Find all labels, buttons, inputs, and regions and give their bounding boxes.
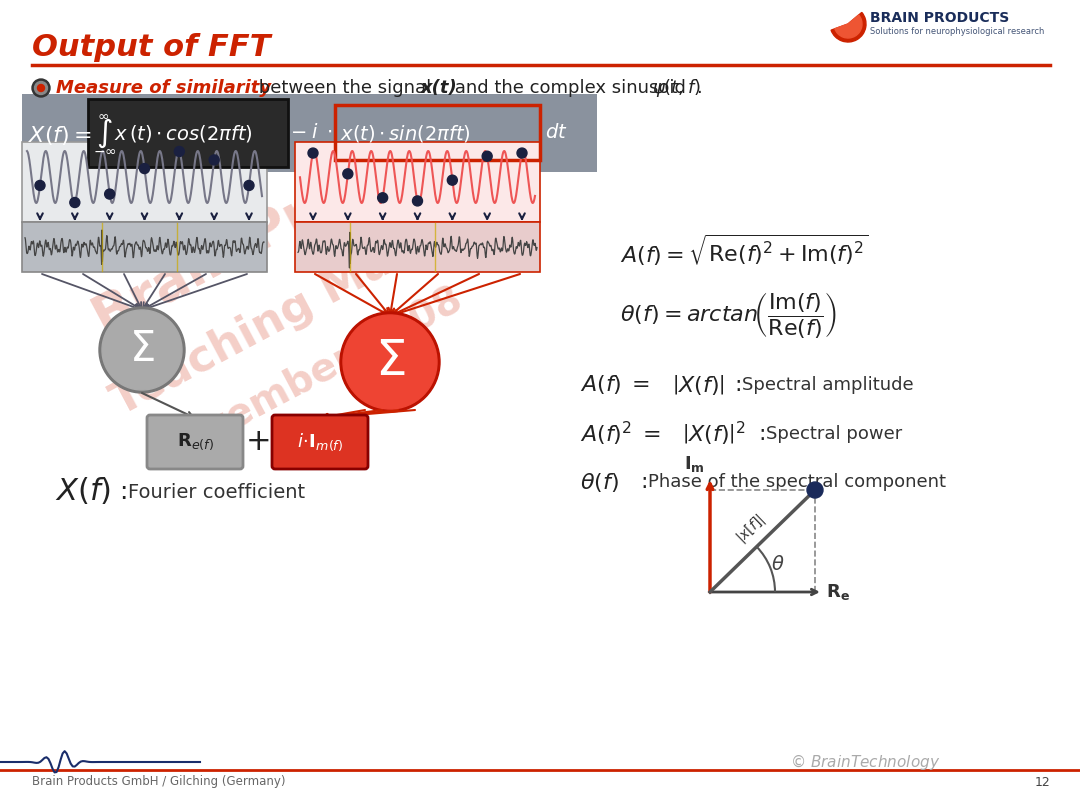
- Circle shape: [447, 175, 457, 185]
- Text: $A(f)^2\;=$: $A(f)^2\;=$: [580, 420, 661, 448]
- Circle shape: [105, 189, 114, 199]
- Circle shape: [35, 181, 45, 190]
- Text: $\theta(f)=arctan\!\left(\dfrac{\mathrm{Im}(f)}{\mathrm{Re}(f)}\right)$: $\theta(f)=arctan\!\left(\dfrac{\mathrm{…: [620, 290, 837, 340]
- Text: $x\,(t)\cdot cos(2\pi ft)$: $x\,(t)\cdot cos(2\pi ft)$: [114, 122, 253, 143]
- Text: $\Sigma$: $\Sigma$: [375, 337, 405, 385]
- Text: Brain Products GmbH / Gilching (Germany): Brain Products GmbH / Gilching (Germany): [32, 775, 285, 788]
- Text: $dt$: $dt$: [545, 123, 568, 143]
- Text: Phase of the spectral component: Phase of the spectral component: [648, 473, 946, 491]
- Text: $-\;i\;\cdot$: $-\;i\;\cdot$: [291, 123, 333, 143]
- Text: $X(f)$: $X(f)$: [55, 475, 111, 505]
- Text: $\left|X(f)\right|$: $\left|X(f)\right|$: [672, 373, 725, 397]
- FancyBboxPatch shape: [22, 142, 267, 222]
- Text: x(t): x(t): [421, 79, 458, 97]
- Text: $\psi(t,f)$: $\psi(t,f)$: [652, 77, 701, 99]
- FancyBboxPatch shape: [22, 94, 597, 172]
- Circle shape: [342, 168, 353, 179]
- Circle shape: [102, 310, 183, 390]
- Circle shape: [413, 196, 422, 206]
- Text: 12: 12: [1035, 775, 1050, 788]
- Circle shape: [244, 181, 254, 190]
- Text: $:$: $:$: [636, 472, 647, 492]
- Text: $|x[f]|$: $|x[f]|$: [732, 511, 769, 547]
- Text: $-\infty$: $-\infty$: [93, 144, 117, 158]
- Text: $\infty$: $\infty$: [97, 109, 109, 123]
- Circle shape: [340, 312, 440, 412]
- Text: $\mathbf{R}_{e(f)}$: $\mathbf{R}_{e(f)}$: [176, 432, 214, 452]
- Text: $\mathbf{I_m}$: $\mathbf{I_m}$: [685, 454, 705, 474]
- Wedge shape: [835, 15, 862, 38]
- Circle shape: [308, 148, 318, 158]
- Circle shape: [70, 198, 80, 207]
- Text: $\Sigma$: $\Sigma$: [130, 328, 154, 370]
- Circle shape: [35, 82, 48, 95]
- Text: $A(f)\;=$: $A(f)\;=$: [580, 373, 650, 397]
- FancyBboxPatch shape: [295, 222, 540, 272]
- Text: $:$: $:$: [730, 375, 741, 395]
- Text: $X(f) = \int$: $X(f) = \int$: [28, 117, 113, 150]
- Circle shape: [210, 155, 219, 165]
- Text: .: .: [696, 79, 702, 97]
- Text: Teaching Material: Teaching Material: [105, 177, 518, 424]
- Text: $\theta$: $\theta$: [771, 555, 785, 573]
- Text: Brain Products: Brain Products: [85, 94, 498, 346]
- FancyBboxPatch shape: [22, 222, 267, 272]
- Circle shape: [38, 84, 44, 92]
- Text: $:$: $:$: [114, 480, 127, 504]
- Circle shape: [807, 482, 823, 498]
- Circle shape: [343, 315, 437, 409]
- Circle shape: [378, 193, 388, 202]
- Text: $i\!\cdot\!\mathbf{I}_{m(f)}$: $i\!\cdot\!\mathbf{I}_{m(f)}$: [297, 431, 343, 453]
- Circle shape: [32, 79, 50, 97]
- FancyBboxPatch shape: [272, 415, 368, 469]
- Text: $A(f)=\sqrt{\mathrm{Re}(f)^2+\mathrm{Im}(f)^2}$: $A(f)=\sqrt{\mathrm{Re}(f)^2+\mathrm{Im}…: [620, 232, 868, 267]
- Text: Measure of similarity: Measure of similarity: [56, 79, 271, 97]
- Text: $\mathbf{R_e}$: $\mathbf{R_e}$: [826, 582, 850, 602]
- Wedge shape: [832, 12, 866, 42]
- Text: $\left|X(f)\right|^2$: $\left|X(f)\right|^2$: [681, 420, 746, 448]
- Text: $x(t)\cdot sin(2\pi ft)$: $x(t)\cdot sin(2\pi ft)$: [340, 122, 471, 143]
- Circle shape: [174, 147, 185, 156]
- FancyBboxPatch shape: [87, 99, 288, 167]
- Circle shape: [139, 164, 149, 173]
- Text: BRAIN PRODUCTS: BRAIN PRODUCTS: [870, 11, 1009, 25]
- Circle shape: [99, 307, 185, 393]
- Text: Spectral power: Spectral power: [766, 425, 902, 443]
- Text: and the complex sinusoid: and the complex sinusoid: [449, 79, 691, 97]
- Text: $\theta(f)$: $\theta(f)$: [580, 471, 619, 493]
- Text: between the signal: between the signal: [253, 79, 437, 97]
- Text: $\copyright$ BrainTechnology: $\copyright$ BrainTechnology: [789, 752, 941, 772]
- Text: Fourier coefficient: Fourier coefficient: [129, 483, 306, 501]
- Text: November 2008: November 2008: [145, 280, 469, 476]
- Text: $:$: $:$: [754, 424, 766, 444]
- FancyBboxPatch shape: [147, 415, 243, 469]
- FancyBboxPatch shape: [295, 142, 540, 222]
- Text: $+$: $+$: [245, 428, 270, 457]
- Circle shape: [482, 151, 492, 161]
- Text: Solutions for neurophysiological research: Solutions for neurophysiological researc…: [870, 27, 1044, 36]
- Text: Spectral amplitude: Spectral amplitude: [742, 376, 914, 394]
- Text: Output of FFT: Output of FFT: [32, 33, 270, 62]
- Circle shape: [517, 148, 527, 158]
